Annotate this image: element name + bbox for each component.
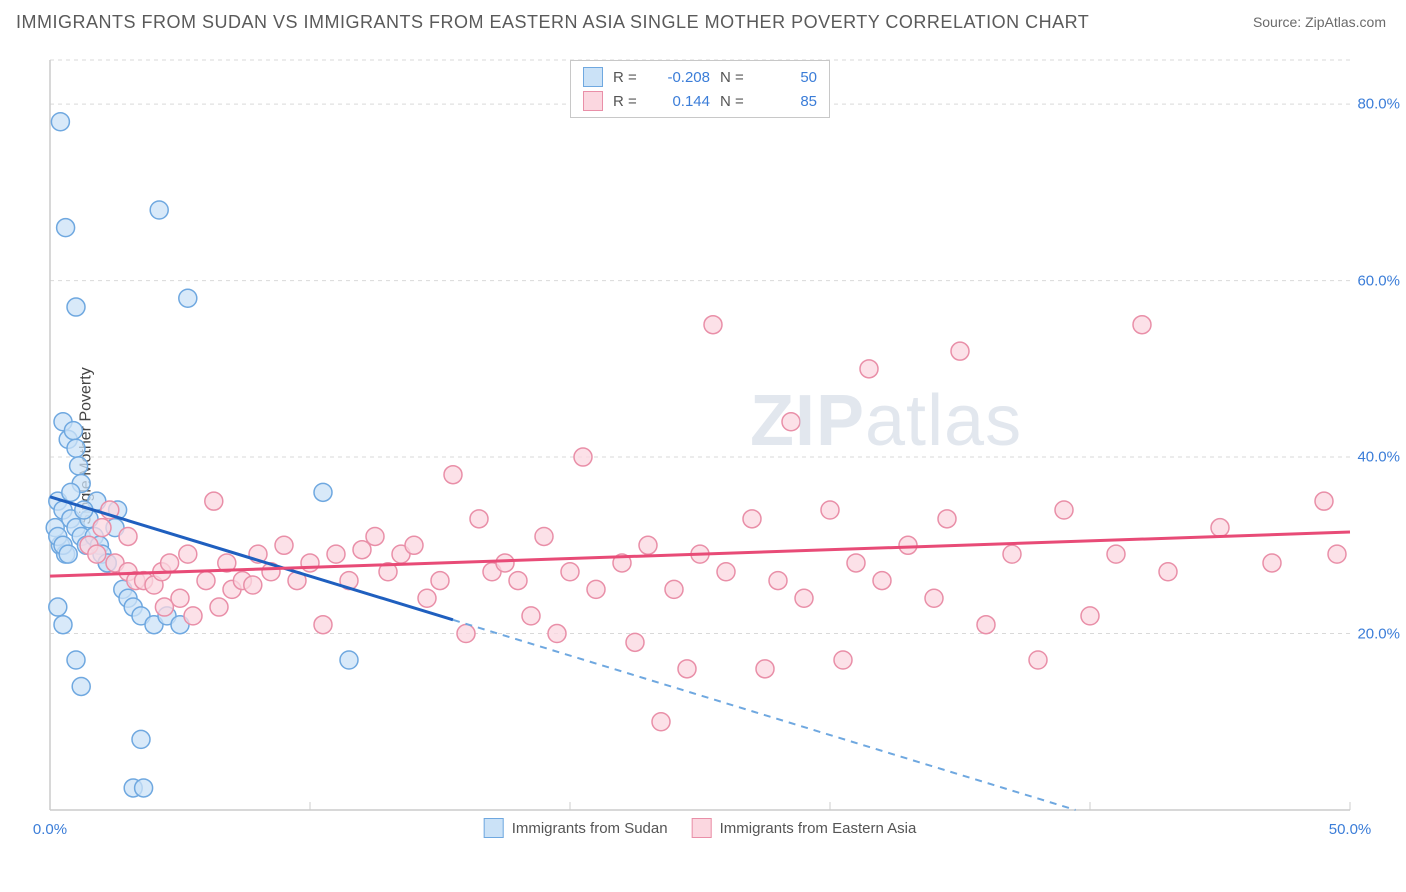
legend-swatch: [484, 818, 504, 838]
y-tick-label: 60.0%: [1352, 272, 1400, 289]
y-tick-label: 40.0%: [1352, 449, 1400, 466]
legend-series-label: Immigrants from Eastern Asia: [720, 820, 917, 837]
scatter-chart: [50, 60, 1350, 810]
plot-area: ZIPatlas R =-0.208N =50R =0.144N =85 Imm…: [50, 60, 1350, 810]
legend-swatch: [583, 91, 603, 111]
chart-title: IMMIGRANTS FROM SUDAN VS IMMIGRANTS FROM…: [16, 12, 1089, 33]
x-tick-label: 50.0%: [1329, 821, 1372, 838]
y-tick-label: 20.0%: [1352, 625, 1400, 642]
x-tick-label: 0.0%: [33, 821, 67, 838]
legend-n-value: 50: [762, 69, 817, 86]
legend-n-value: 85: [762, 93, 817, 110]
source-label: Source: ZipAtlas.com: [1253, 14, 1386, 30]
legend-series-label: Immigrants from Sudan: [512, 820, 668, 837]
legend-correlation: R = -0.208 N = 50 R = 0.144 N = 85: [570, 60, 830, 118]
legend-n-label: N =: [720, 93, 752, 110]
legend-row: R = -0.208 N = 50: [583, 65, 817, 89]
legend-r-value: -0.208: [655, 69, 710, 86]
legend-swatch: [692, 818, 712, 838]
legend-row: R = 0.144 N = 85: [583, 89, 817, 113]
legend-series: Immigrants from Sudan Immigrants from Eas…: [484, 818, 917, 838]
legend-r-value: 0.144: [655, 93, 710, 110]
legend-n-label: N =: [720, 69, 752, 86]
legend-r-label: R =: [613, 93, 645, 110]
legend-item: Immigrants from Eastern Asia: [692, 818, 917, 838]
y-tick-label: 80.0%: [1352, 96, 1400, 113]
legend-r-label: R =: [613, 69, 645, 86]
legend-swatch: [583, 67, 603, 87]
legend-item: Immigrants from Sudan: [484, 818, 668, 838]
